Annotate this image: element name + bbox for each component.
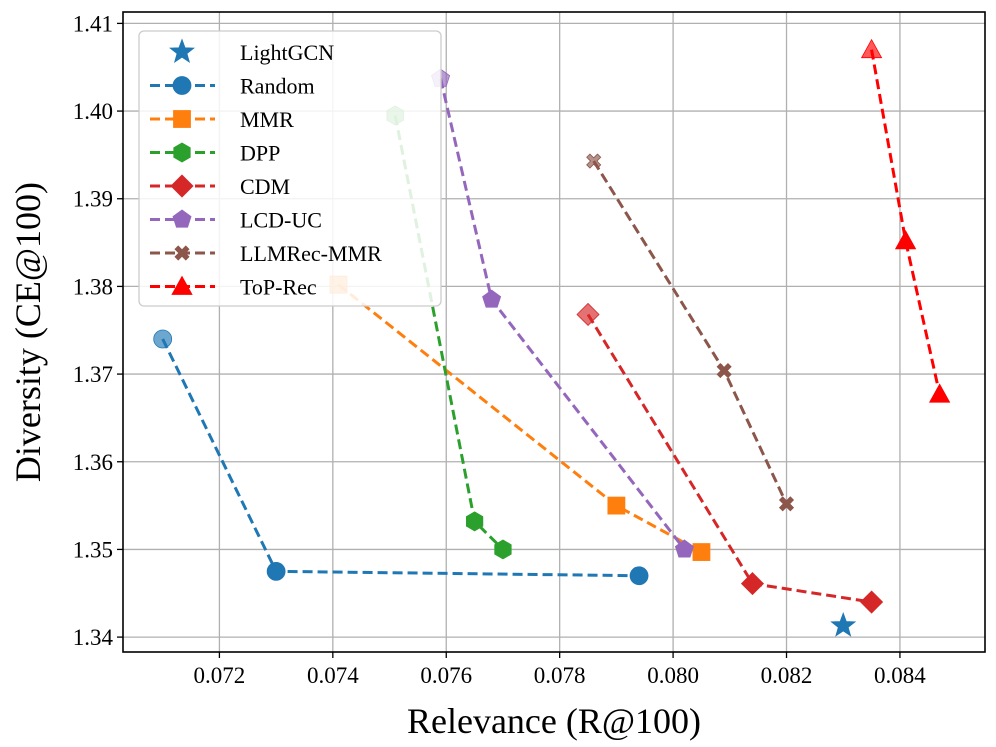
- legend-label: CDM: [240, 174, 290, 199]
- series-random: [153, 329, 649, 586]
- legend-entry-lcd-uc: LCD-UC: [150, 208, 322, 233]
- legend-box: [138, 30, 442, 307]
- data-point-lcd-uc: [674, 539, 694, 558]
- data-point-cdm: [860, 590, 884, 614]
- legend-marker: [172, 76, 192, 95]
- data-point-llmrec-mmr: [586, 153, 602, 169]
- legend-marker: [169, 38, 195, 64]
- legend-marker: [172, 209, 192, 228]
- x-tick-label: 0.078: [534, 663, 586, 688]
- legend-marker: [174, 245, 190, 261]
- x-tick-label: 0.080: [647, 663, 699, 688]
- data-point-lcd-uc: [482, 289, 502, 308]
- series-line-llmrec-mmr: [592, 160, 788, 505]
- data-point-dpp: [494, 539, 512, 560]
- data-point-cdm: [740, 572, 765, 596]
- series-line-cdm: [586, 313, 872, 604]
- series-lightgcn: [830, 612, 857, 637]
- legend-label: MMR: [240, 107, 294, 132]
- legend-label: ToP-Rec: [240, 275, 317, 300]
- legend-marker: [170, 174, 194, 198]
- y-tick-label: 1.41: [73, 11, 113, 36]
- series-line-mmr: [337, 283, 703, 554]
- legend-marker: [173, 110, 191, 128]
- legend-marker: [173, 142, 191, 163]
- series-layer: [153, 38, 951, 637]
- legend-entry-lightgcn: LightGCN: [169, 38, 334, 65]
- legend-label: LightGCN: [240, 40, 334, 65]
- data-point-top-rec: [894, 229, 917, 250]
- legend-entry-top-rec: ToP-Rec: [150, 275, 317, 300]
- x-tick-label: 0.084: [874, 663, 926, 688]
- data-point-cdm: [576, 302, 600, 327]
- axis-ticks: 0.072 0.074 0.076 0.078 0.080 0.082 0.084 1.34 1…: [73, 11, 927, 688]
- series-llmrec-mmr: [586, 153, 795, 512]
- data-point-mmr: [692, 543, 711, 561]
- data-point-llmrec-mmr: [778, 496, 795, 512]
- y-tick-label: 1.34: [73, 625, 114, 650]
- x-axis-title: Relevance (R@100): [407, 701, 701, 741]
- data-point-top-rec: [860, 38, 883, 59]
- y-tick-label: 1.39: [73, 187, 113, 212]
- data-point-lightgcn: [830, 612, 857, 637]
- series-lcd-uc: [431, 68, 694, 558]
- data-point-llmrec-mmr: [716, 363, 732, 379]
- y-tick-label: 1.35: [73, 537, 113, 562]
- series-line-lcd-uc: [439, 78, 686, 551]
- series-cdm: [576, 302, 884, 614]
- legend: LightGCN Random MMR DPP CDM LCD-UC LLMRec-MMR T…: [138, 30, 442, 307]
- legend-entry-mmr: MMR: [150, 107, 294, 132]
- series-line-top-rec: [870, 49, 942, 395]
- data-point-random: [266, 561, 286, 581]
- legend-label: LLMRec-MMR: [240, 241, 382, 266]
- legend-entry-dpp: DPP: [150, 141, 280, 166]
- y-tick-label: 1.36: [73, 450, 113, 475]
- legend-marker: [171, 275, 193, 295]
- series-top-rec: [860, 38, 951, 403]
- data-point-dpp: [465, 511, 484, 532]
- data-point-top-rec: [928, 383, 951, 403]
- legend-label: DPP: [240, 141, 280, 166]
- legend-label: Random: [240, 74, 315, 99]
- legend-entry-cdm: CDM: [150, 174, 290, 199]
- plot-frame: [122, 11, 986, 653]
- y-tick-label: 1.40: [73, 99, 113, 124]
- data-point-random: [629, 566, 649, 586]
- legend-entry-llmrec-mmr: LLMRec-MMR: [150, 241, 382, 266]
- x-tick-label: 0.074: [307, 663, 359, 688]
- x-tick-label: 0.076: [420, 663, 472, 688]
- legend-entry-random: Random: [150, 74, 315, 99]
- x-tick-label: 0.072: [194, 663, 246, 688]
- legend-label: LCD-UC: [240, 208, 322, 233]
- data-point-random: [153, 329, 173, 349]
- y-tick-label: 1.38: [73, 274, 113, 299]
- y-axis-title: Diversity (CE@100): [8, 182, 48, 482]
- x-tick-label: 0.082: [761, 663, 813, 688]
- data-point-mmr: [607, 496, 626, 515]
- y-tick-label: 1.37: [73, 362, 113, 387]
